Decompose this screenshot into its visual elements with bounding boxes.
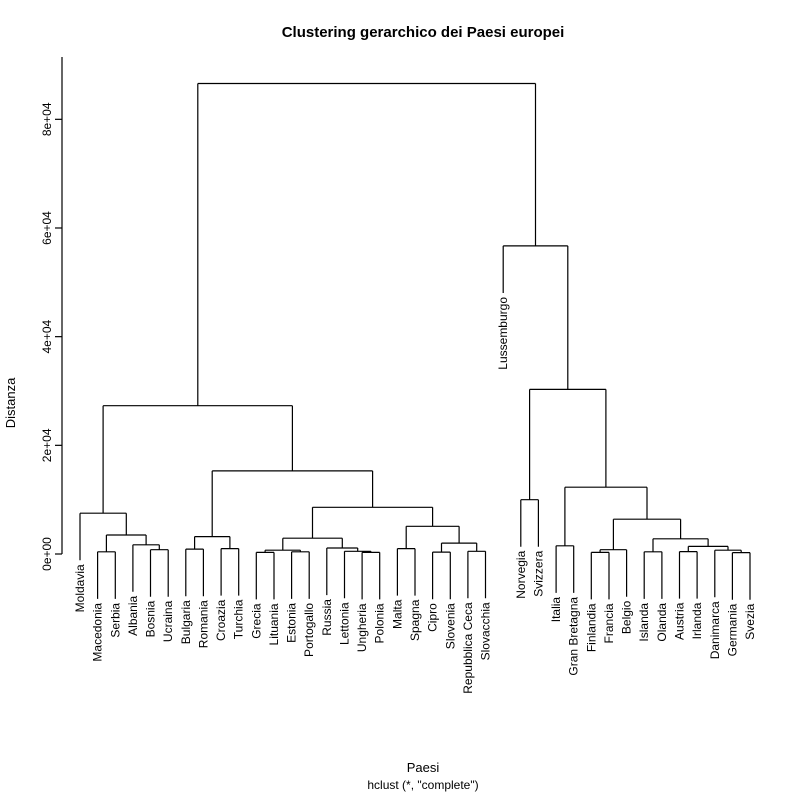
leaf-label: Italia	[549, 597, 563, 623]
leaf-label: Repubblica Ceca	[461, 602, 475, 694]
leaf-label: Gran Bretagna	[567, 597, 581, 676]
leaf-label: Francia	[602, 603, 616, 643]
leaf-label: Macedonia	[91, 603, 105, 662]
y-tick-label: 2e+04	[40, 428, 54, 462]
leaf-label: Svezia	[743, 603, 757, 639]
leaf-label: Romania	[196, 600, 210, 648]
y-tick-label: 4e+04	[40, 319, 54, 353]
leaf-label: Islanda	[637, 603, 651, 642]
y-axis-title: Distanza	[3, 377, 18, 428]
leaf-label: Finlandia	[584, 603, 598, 652]
y-tick-label: 0e+00	[40, 537, 54, 571]
y-tick-label: 8e+04	[40, 102, 54, 136]
leaf-labels: Macedonia Serbia Bosnia Ucraina Albania Molda…	[73, 297, 757, 694]
chart-title: Clustering gerarchico dei Paesi europei	[282, 24, 565, 41]
leaf-label: Portogallo	[302, 603, 316, 657]
leaf-label: Olanda	[655, 603, 669, 642]
dendrogram-tree	[79, 82, 751, 600]
leaf-label: Svizzera	[531, 550, 545, 596]
leaf-label: Slovacchia	[479, 602, 493, 660]
x-axis-title: Paesi	[407, 760, 440, 775]
leaf-label: Lituania	[267, 603, 281, 645]
leaf-label: Germania	[725, 603, 739, 656]
method-subtitle: hclust (*, "complete")	[367, 778, 478, 792]
leaf-label: Slovenia	[443, 603, 457, 649]
leaf-label: Ungheria	[355, 603, 369, 652]
leaf-label: Spagna	[408, 599, 422, 641]
leaf-label: Russia	[320, 599, 334, 636]
leaf-label: Grecia	[249, 603, 263, 639]
leaf-label: Lussemburgo	[496, 297, 510, 370]
leaf-label: Lettonia	[337, 602, 351, 645]
leaf-label: Turchia	[232, 599, 246, 639]
dendrogram-lines	[79, 82, 751, 600]
leaf-label: Malta	[390, 599, 404, 629]
leaf-label: Irlanda	[690, 602, 704, 639]
leaf-label: Polonia	[373, 603, 387, 643]
leaf-label: Belgio	[620, 600, 634, 634]
leaf-label: Bulgaria	[179, 600, 193, 644]
leaf-label: Ucraina	[161, 600, 175, 642]
leaf-label: Moldavia	[73, 564, 87, 612]
leaf-label: Norvegia	[514, 550, 528, 598]
leaf-label: Cipro	[426, 603, 440, 632]
leaf-label: Croazia	[214, 599, 228, 641]
y-axis: 0e+00 2e+04 4e+04 6e+04 8e+04	[40, 57, 63, 571]
leaf-label: Estonia	[285, 603, 299, 643]
y-tick-label: 6e+04	[40, 211, 54, 245]
leaf-label: Serbia	[108, 603, 122, 638]
leaf-label: Albania	[126, 595, 140, 635]
leaf-label: Danimarca	[708, 601, 722, 659]
leaf-label: Bosnia	[144, 600, 158, 637]
leaf-label: Austria	[672, 602, 686, 640]
